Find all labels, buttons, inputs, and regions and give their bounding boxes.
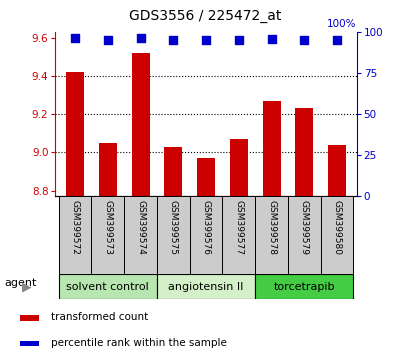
Bar bbox=[254, 274, 353, 299]
Bar bbox=[287, 196, 320, 274]
Text: GSM399575: GSM399575 bbox=[169, 200, 178, 255]
Bar bbox=[66, 72, 84, 196]
Bar bbox=[157, 274, 254, 299]
Text: angiotensin II: angiotensin II bbox=[168, 282, 243, 292]
Point bbox=[202, 37, 209, 43]
Text: percentile rank within the sample: percentile rank within the sample bbox=[51, 338, 226, 348]
Bar bbox=[99, 143, 117, 196]
Point bbox=[267, 36, 274, 42]
Bar bbox=[254, 196, 287, 274]
Bar bbox=[91, 196, 124, 274]
Bar bbox=[58, 196, 91, 274]
Text: GSM399579: GSM399579 bbox=[299, 200, 308, 255]
Text: GSM399576: GSM399576 bbox=[201, 200, 210, 255]
Bar bbox=[20, 341, 39, 346]
Text: GDS3556 / 225472_at: GDS3556 / 225472_at bbox=[128, 9, 281, 23]
Text: torcetrapib: torcetrapib bbox=[273, 282, 334, 292]
Text: ▶: ▶ bbox=[22, 280, 31, 293]
Point bbox=[170, 37, 176, 43]
Point bbox=[137, 36, 144, 41]
Bar bbox=[164, 147, 182, 196]
Point bbox=[333, 37, 339, 43]
Bar bbox=[157, 196, 189, 274]
Text: GSM399577: GSM399577 bbox=[234, 200, 243, 255]
Bar bbox=[20, 315, 39, 321]
Bar bbox=[320, 196, 353, 274]
Text: GSM399578: GSM399578 bbox=[266, 200, 275, 255]
Text: 100%: 100% bbox=[326, 18, 356, 29]
Bar bbox=[131, 53, 149, 196]
Text: GSM399574: GSM399574 bbox=[136, 200, 145, 255]
Bar bbox=[262, 101, 280, 196]
Bar bbox=[58, 274, 157, 299]
Text: GSM399580: GSM399580 bbox=[332, 200, 341, 255]
Bar bbox=[197, 158, 214, 196]
Bar bbox=[229, 139, 247, 196]
Text: GSM399573: GSM399573 bbox=[103, 200, 112, 255]
Text: agent: agent bbox=[4, 278, 36, 288]
Text: transformed count: transformed count bbox=[51, 312, 148, 322]
Bar bbox=[222, 196, 254, 274]
Point bbox=[104, 37, 111, 43]
Text: solvent control: solvent control bbox=[66, 282, 149, 292]
Point bbox=[300, 37, 307, 43]
Bar bbox=[189, 196, 222, 274]
Bar bbox=[327, 145, 345, 196]
Point bbox=[235, 37, 241, 43]
Point bbox=[72, 36, 78, 41]
Text: GSM399572: GSM399572 bbox=[70, 200, 79, 255]
Bar bbox=[294, 108, 312, 196]
Bar bbox=[124, 196, 157, 274]
